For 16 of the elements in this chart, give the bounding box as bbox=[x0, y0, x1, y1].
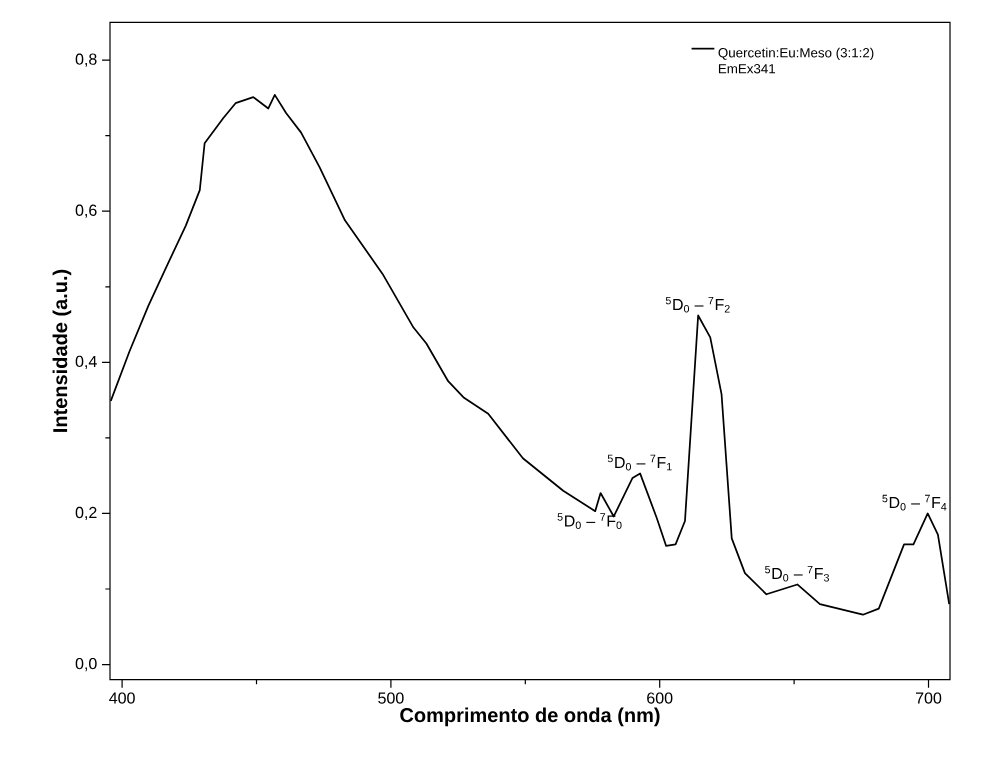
annotation: $^{5}$D$_{0}$ – $^{7}$F$_{3}$ bbox=[765, 565, 829, 582]
y-tick-label: 0,4 bbox=[75, 355, 97, 369]
x-axis-title: Comprimento de onda (nm) bbox=[400, 707, 660, 727]
x-tick-label: 500 bbox=[378, 692, 404, 704]
annotation: $^{5}$D$_{0}$ – $^{7}$F$_{2}$ bbox=[665, 296, 730, 313]
y-tick-label: 0,2 bbox=[75, 506, 97, 521]
y-tick-label: 0,0 bbox=[75, 657, 97, 672]
y-tick-label: 0,8 bbox=[75, 53, 97, 67]
x-tick-label: 600 bbox=[647, 692, 673, 704]
legend-label: Quercetin:Eu:Meso (3:1:2) EmEx341 bbox=[718, 47, 874, 74]
y-axis-title: Intensidade (a.u.) bbox=[52, 269, 72, 432]
annotation: $^{5}$D$_{0}$ – $^{7}$F$_{4}$ bbox=[882, 494, 947, 511]
annotation: $^{5}$D$_{0}$ – $^{7}$F$_{1}$ bbox=[607, 454, 672, 471]
x-tick-label: 400 bbox=[109, 692, 135, 704]
x-tick-label: 700 bbox=[915, 692, 942, 704]
y-tick-label: 0,6 bbox=[75, 204, 97, 218]
